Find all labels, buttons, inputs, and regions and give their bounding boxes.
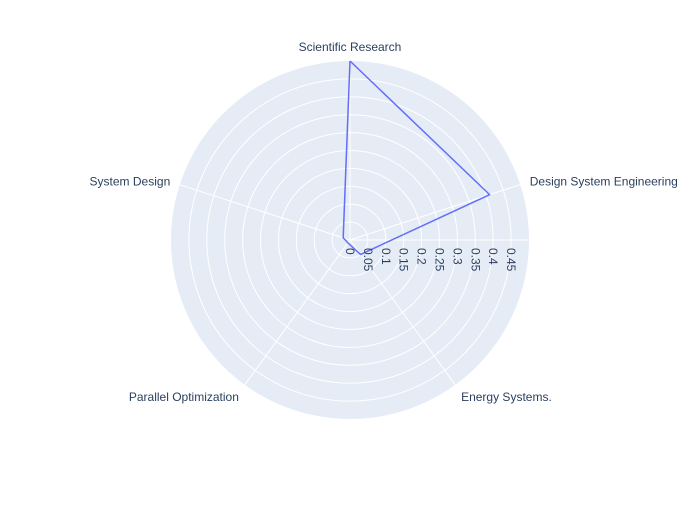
radial-tick-label: 0.1 <box>379 248 393 265</box>
category-label: Design System Engineering <box>530 175 678 189</box>
category-label: Scientific Research <box>299 40 402 54</box>
radial-tick-label: 0.2 <box>415 248 429 265</box>
category-label: Energy Systems. <box>461 390 552 404</box>
radial-tick-label: 0.25 <box>433 248 447 272</box>
radial-tick-label: 0.4 <box>486 248 500 265</box>
radial-tick-label: 0.15 <box>397 248 411 272</box>
category-label: System Design <box>90 175 171 189</box>
radial-tick-label: 0.35 <box>468 248 482 272</box>
radial-tick-label: 0 <box>343 248 357 255</box>
category-label: Parallel Optimization <box>129 390 239 404</box>
radial-tick-label: 0.3 <box>450 248 464 265</box>
radial-tick-label: 0.05 <box>361 248 375 272</box>
radial-tick-label: 0.45 <box>504 248 518 272</box>
